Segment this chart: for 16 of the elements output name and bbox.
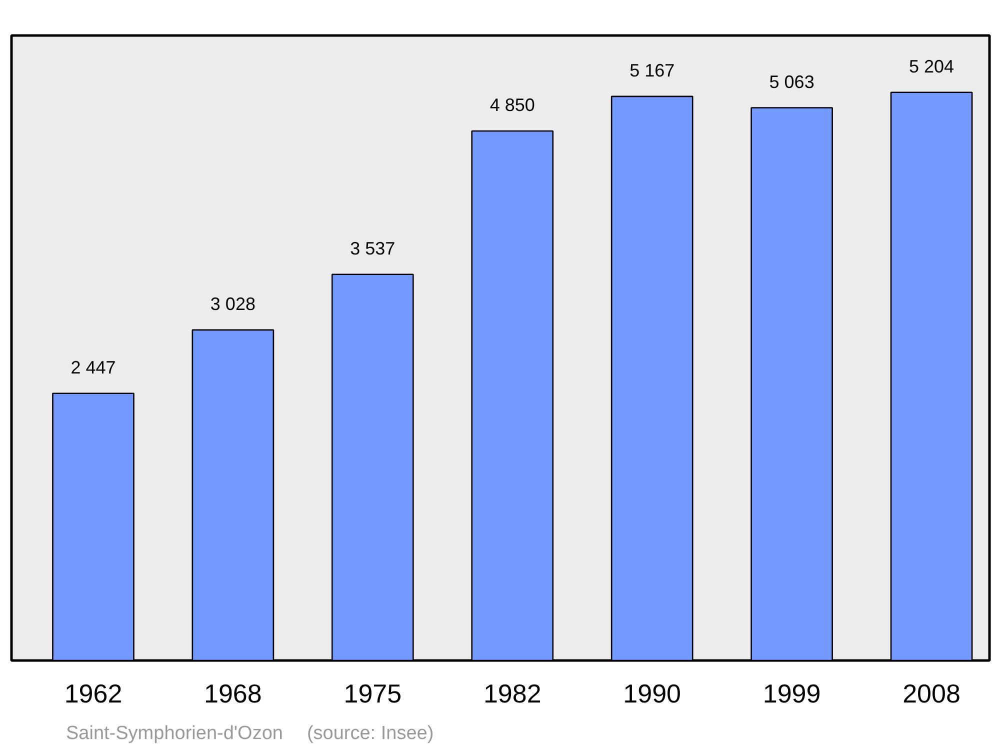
data-label: 3 028: [210, 294, 256, 314]
data-label: 4 850: [490, 95, 535, 116]
x-tick-label: 1975: [344, 678, 402, 708]
x-tick-label: 1982: [483, 678, 542, 708]
x-tick-label: 2008: [902, 678, 960, 708]
data-label: 5 204: [908, 56, 954, 76]
x-tick-label: 1968: [204, 678, 262, 708]
x-tick-label: 1962: [64, 678, 122, 708]
x-tick-label: 1999: [762, 678, 821, 708]
data-label: 3 537: [350, 238, 396, 258]
text: (source: Insee): [306, 723, 434, 744]
data-label: 5 167: [630, 60, 675, 80]
text: Saint-Symphorien-d'Ozon: [66, 723, 283, 744]
data-label: 5 063: [769, 72, 814, 92]
x-tick-label: 1990: [623, 678, 682, 708]
data-label: 2 447: [70, 357, 116, 378]
